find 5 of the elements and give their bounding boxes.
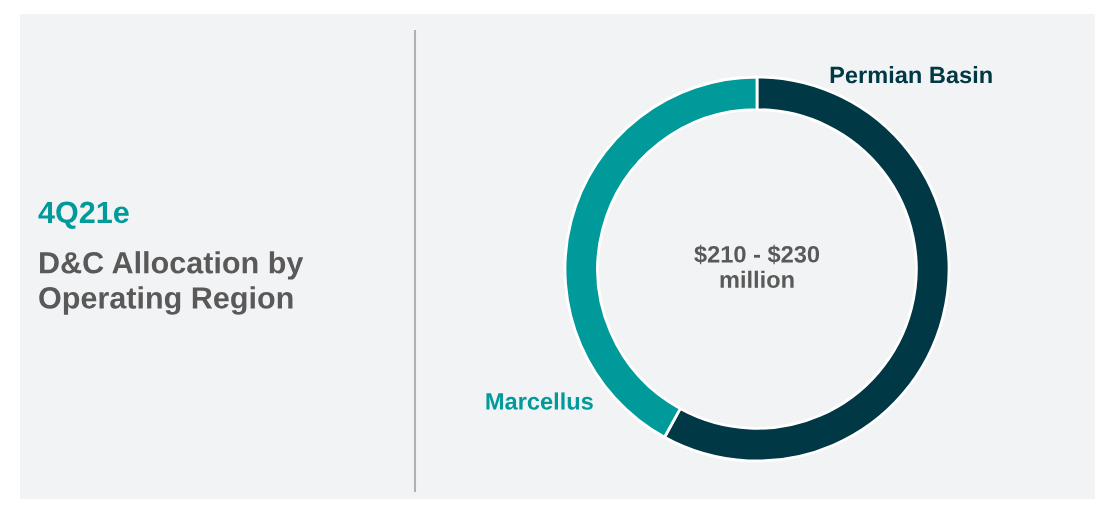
text: D&C Allocation by Operating Region (39, 251, 304, 315)
slice-label: Marcellus (486, 392, 593, 410)
slice-label: Permian Basin (830, 66, 992, 84)
text: $210 - $230 million (694, 244, 820, 289)
text: 4Q21e (38, 201, 129, 229)
